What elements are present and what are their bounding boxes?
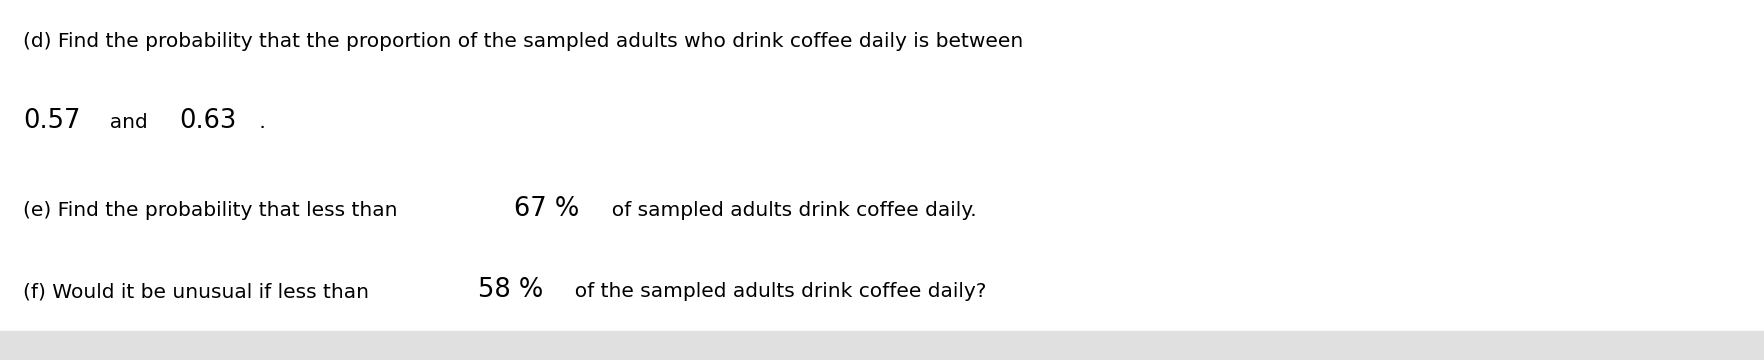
Bar <box>0 331 1764 360</box>
Text: 0.57: 0.57 <box>23 108 81 134</box>
Text: (d) Find the probability that the proportion of the sampled adults who drink cof: (d) Find the probability that the propor… <box>23 32 1023 51</box>
Text: 58 %: 58 % <box>478 277 543 303</box>
Text: and: and <box>97 113 161 132</box>
Text: (f) Would it be unusual if less than: (f) Would it be unusual if less than <box>23 282 376 301</box>
Text: .: . <box>252 113 266 132</box>
Text: of sampled adults drink coffee daily.: of sampled adults drink coffee daily. <box>598 201 975 220</box>
Text: 0.63: 0.63 <box>180 108 236 134</box>
Text: (e) Find the probability that less than: (e) Find the probability that less than <box>23 201 404 220</box>
Text: of the sampled adults drink coffee daily?: of the sampled adults drink coffee daily… <box>561 282 986 301</box>
Text: 67 %: 67 % <box>515 196 580 222</box>
